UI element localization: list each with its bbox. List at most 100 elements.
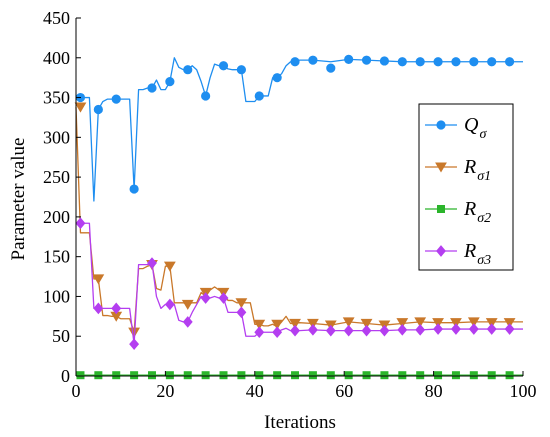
- y-tick-label: 350: [43, 88, 70, 108]
- data-point: [485, 318, 498, 329]
- data-point: [218, 61, 229, 71]
- legend-entry: Rσ3: [425, 240, 491, 268]
- data-point: [147, 257, 157, 269]
- legend-label-main: R: [463, 156, 476, 178]
- data-point: [93, 104, 103, 115]
- data-point: [487, 371, 496, 380]
- data-point: [344, 54, 354, 64]
- data-point: [128, 327, 141, 338]
- legend-entry: Qσ: [425, 114, 487, 142]
- data-point: [415, 57, 425, 67]
- data-point: [398, 371, 407, 380]
- series-line: [76, 222, 523, 345]
- legend-label: Rσ3: [463, 240, 491, 268]
- data-point: [397, 324, 408, 336]
- data-point: [111, 94, 121, 104]
- data-point: [290, 57, 300, 67]
- data-point: [414, 317, 427, 328]
- y-tick-label: 300: [43, 127, 70, 147]
- data-point: [254, 91, 264, 101]
- legend-label: Rσ2: [463, 198, 491, 226]
- data-point: [201, 91, 211, 101]
- data-point: [505, 371, 514, 380]
- legend-label-sub: σ2: [477, 211, 491, 226]
- data-point: [130, 371, 139, 380]
- data-point: [255, 371, 264, 380]
- y-tick-label: 400: [43, 48, 70, 68]
- data-point: [308, 371, 317, 380]
- data-point: [451, 57, 461, 67]
- plot-area: [74, 54, 523, 380]
- axes: [75, 18, 523, 377]
- legend-label-main: Q: [464, 114, 479, 136]
- data-point: [487, 57, 497, 67]
- data-point: [271, 319, 284, 330]
- y-tick-label: 0: [61, 366, 70, 386]
- legend-marker: [435, 162, 447, 173]
- x-axis-title: Iterations: [264, 412, 336, 433]
- data-point: [451, 323, 461, 335]
- x-tick-label: 100: [510, 381, 537, 401]
- data-point: [74, 102, 87, 113]
- data-point: [503, 318, 516, 329]
- data-point: [451, 371, 460, 380]
- series-Rσ2: [76, 371, 523, 380]
- data-point: [308, 55, 318, 65]
- data-point: [183, 65, 193, 75]
- data-point: [450, 318, 462, 329]
- data-point: [76, 371, 85, 380]
- y-tick-label: 50: [52, 326, 70, 346]
- legend-entry: Rσ1: [425, 156, 491, 184]
- data-point: [326, 371, 335, 380]
- data-point: [416, 371, 425, 380]
- data-point: [219, 371, 228, 380]
- data-point: [361, 55, 372, 65]
- data-point: [432, 318, 444, 329]
- y-axis-title: Parameter value: [8, 138, 29, 261]
- data-point: [469, 57, 479, 67]
- data-point: [343, 324, 354, 337]
- data-point: [236, 65, 246, 75]
- series-Qσ: [75, 54, 523, 202]
- data-point: [325, 324, 336, 337]
- data-point: [201, 371, 210, 380]
- data-point: [433, 323, 444, 335]
- data-point: [253, 319, 266, 330]
- legend-label-main: R: [463, 240, 476, 262]
- legend-label: Qσ: [464, 114, 487, 142]
- series-line: [76, 57, 523, 202]
- series-Rσ1: [74, 102, 523, 338]
- data-point: [342, 317, 355, 328]
- data-point: [182, 316, 193, 328]
- data-point: [362, 371, 371, 380]
- data-point: [291, 371, 300, 380]
- data-point: [504, 323, 515, 335]
- data-point: [163, 261, 176, 272]
- data-point: [273, 371, 282, 380]
- data-point: [504, 57, 515, 67]
- data-point: [164, 298, 175, 311]
- legend-marker: [436, 204, 445, 213]
- data-point: [92, 274, 105, 285]
- data-point: [307, 324, 318, 336]
- data-point: [147, 371, 156, 380]
- data-point: [235, 298, 248, 309]
- data-point: [129, 338, 140, 350]
- ticks: 0 20 40 60 80 100 0 50 100 150 200 250 300 350 400 450: [43, 8, 537, 401]
- legend-label-main: R: [463, 198, 476, 220]
- legend-label-sub: σ3: [477, 253, 491, 268]
- x-tick-label: 40: [246, 381, 264, 401]
- data-point: [93, 302, 104, 315]
- data-point: [380, 371, 389, 380]
- data-point: [218, 292, 229, 304]
- data-point: [467, 317, 480, 328]
- data-point: [468, 323, 479, 335]
- data-point: [397, 57, 407, 67]
- y-tick-label: 200: [43, 207, 70, 227]
- legend-marker: [436, 245, 446, 257]
- x-tick-label: 60: [335, 381, 353, 401]
- data-point: [290, 324, 300, 337]
- data-point: [236, 306, 247, 319]
- x-tick-label: 80: [425, 381, 443, 401]
